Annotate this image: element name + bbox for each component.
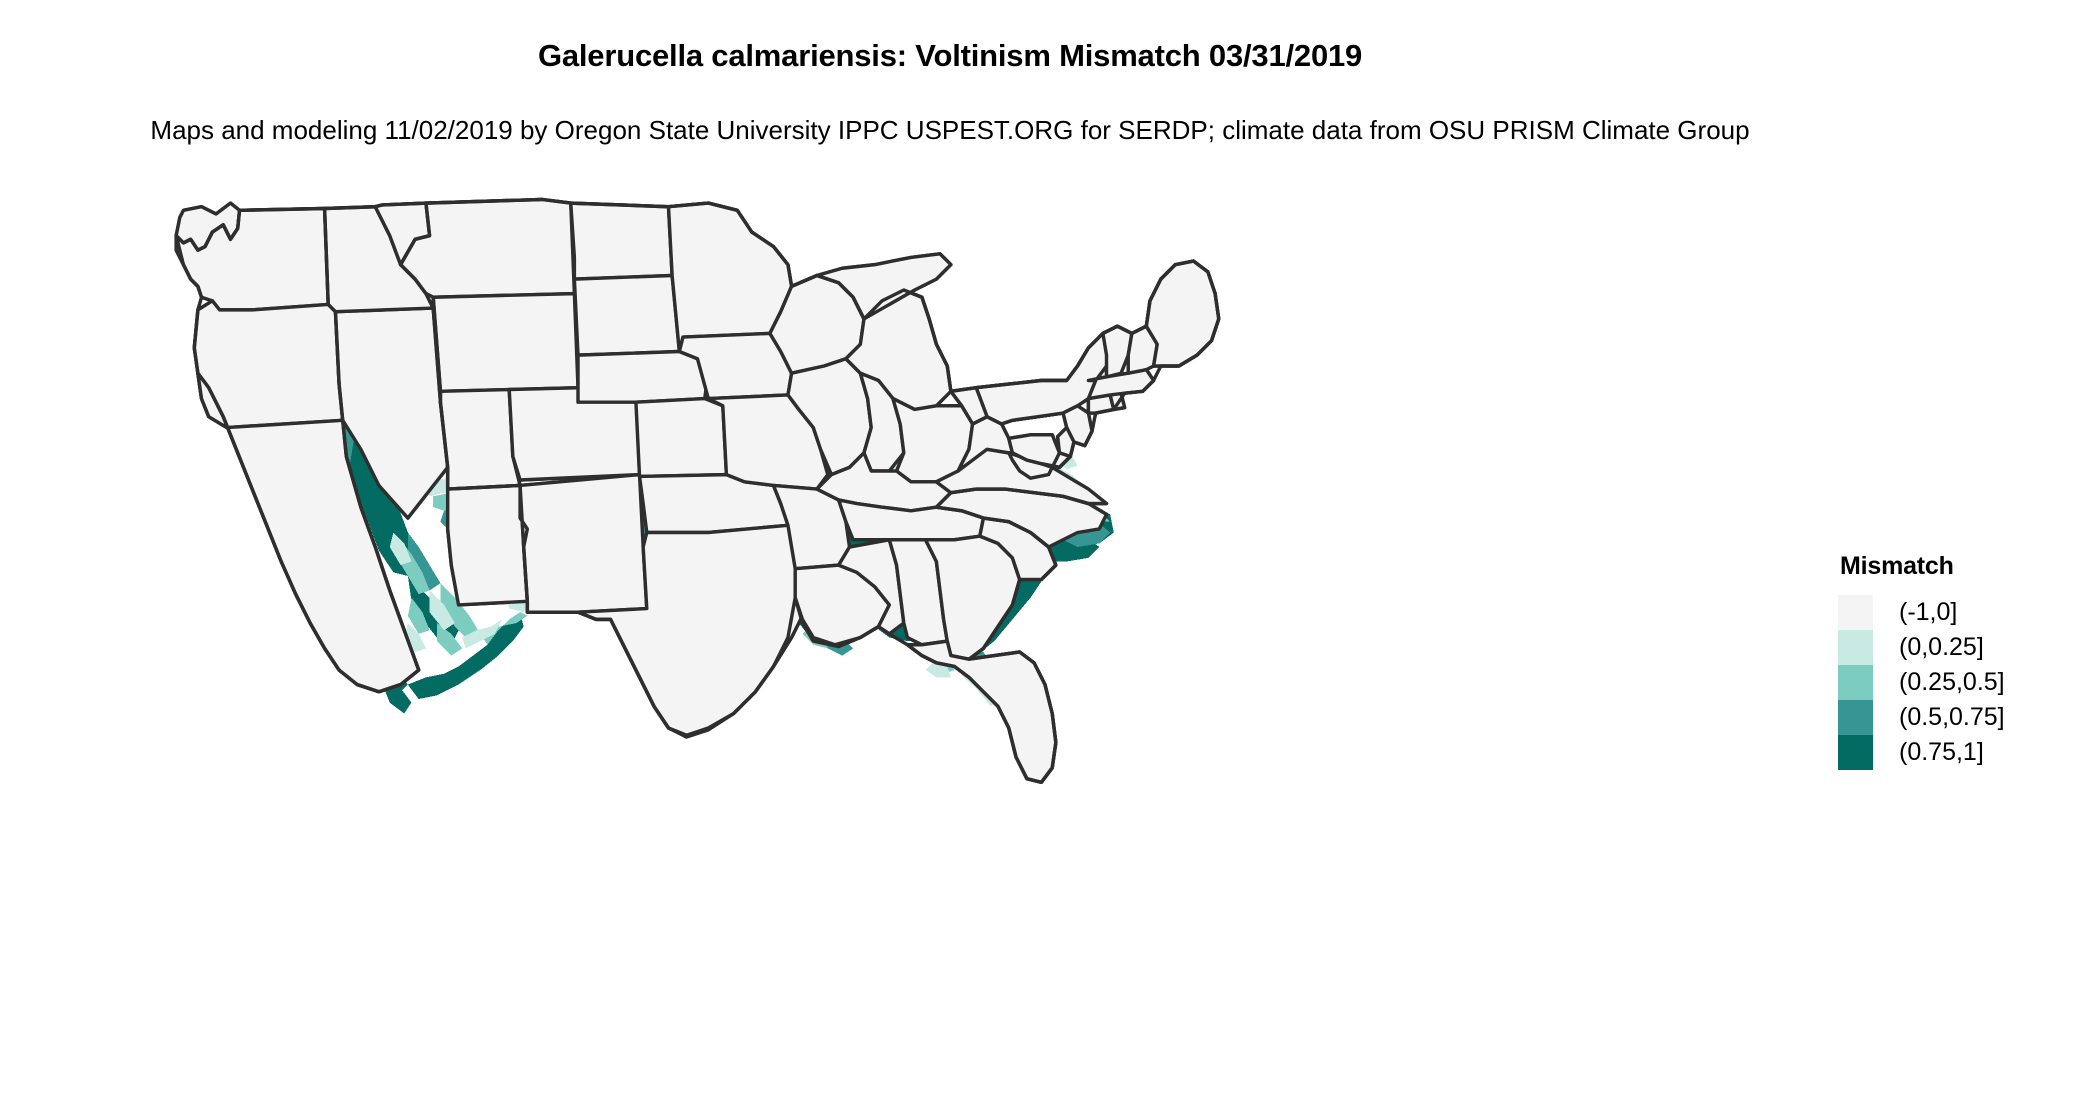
legend-label: (-1,0] — [1899, 598, 1958, 626]
map-svg — [71, 185, 1809, 1090]
state-borders-overlay — [174, 197, 1221, 785]
figure-title: Galerucella calmariensis: Voltinism Mism… — [537, 38, 1363, 73]
legend-item[interactable]: (0.5,0.75] — [1838, 700, 2068, 735]
legend-swatch — [1838, 735, 1873, 770]
legend-swatch — [1838, 700, 1873, 735]
legend-label: (0.75,1] — [1899, 738, 1984, 766]
us-choropleth-map — [60, 185, 1820, 1090]
legend-label: (0,0.25] — [1899, 633, 1984, 661]
legend-label: (0.25,0.5] — [1899, 668, 2005, 696]
legend-label: (0.5,0.75] — [1899, 703, 2005, 731]
legend-item[interactable]: (0.25,0.5] — [1838, 665, 2068, 700]
legend-swatch — [1838, 630, 1873, 665]
map-legend: Mismatch (-1,0] (0,0.25] (0.25,0.5] (0.5… — [1838, 552, 2068, 770]
figure-subtitle: Maps and modeling 11/02/2019 by Oregon S… — [150, 115, 1750, 145]
legend-swatch — [1838, 665, 1873, 700]
legend-title: Mismatch — [1840, 552, 1954, 580]
legend-item[interactable]: (-1,0] — [1838, 595, 2068, 630]
legend-item[interactable]: (0,0.25] — [1838, 630, 2068, 665]
legend-item[interactable]: (0.75,1] — [1838, 735, 2068, 770]
legend-swatch — [1838, 595, 1873, 630]
